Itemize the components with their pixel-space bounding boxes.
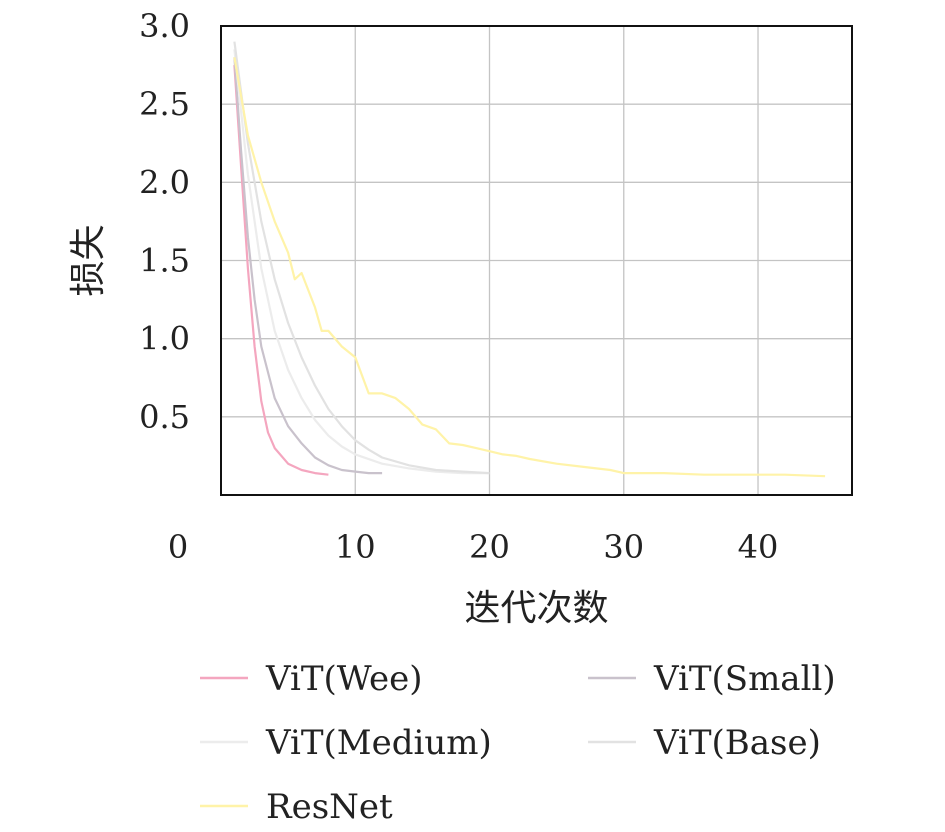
- x-tick-label: 0: [168, 528, 188, 566]
- legend-label: ResNet: [266, 787, 393, 827]
- legend-label: ViT(Small): [653, 659, 836, 699]
- y-axis-label: 损失: [68, 224, 109, 296]
- x-tick-label: 10: [335, 528, 376, 566]
- tick-labels: 0 10 20 30 40 0.5 1.0 1.5 2.0 2.5 3.0: [139, 7, 778, 566]
- plot-frame: [220, 25, 853, 496]
- series-line: [233, 65, 329, 476]
- x-tick-label: 30: [603, 528, 644, 566]
- legend-label: ViT(Base): [653, 723, 821, 763]
- x-tick-label: 20: [469, 528, 510, 566]
- y-tick-label: 2.5: [139, 85, 190, 123]
- x-tick-label: 40: [738, 528, 779, 566]
- legend: ViT(Wee) ViT(Small) ViT(Medium) ViT(Base) Re…: [200, 659, 836, 827]
- series-line: [233, 41, 490, 475]
- series-line: [233, 57, 383, 475]
- series-lines: [233, 41, 826, 478]
- legend-label: ViT(Wee): [265, 659, 422, 699]
- x-axis-label: 迭代次数: [464, 588, 608, 629]
- y-tick-label: 0.5: [139, 398, 190, 436]
- y-tick-label: 2.0: [139, 163, 190, 201]
- grid: [221, 26, 852, 495]
- series-line: [233, 49, 490, 475]
- y-tick-label: 3.0: [139, 7, 190, 45]
- legend-label: ViT(Medium): [265, 723, 492, 763]
- y-tick-label: 1.5: [139, 242, 190, 280]
- series-line: [233, 57, 826, 478]
- y-tick-label: 1.0: [139, 320, 190, 358]
